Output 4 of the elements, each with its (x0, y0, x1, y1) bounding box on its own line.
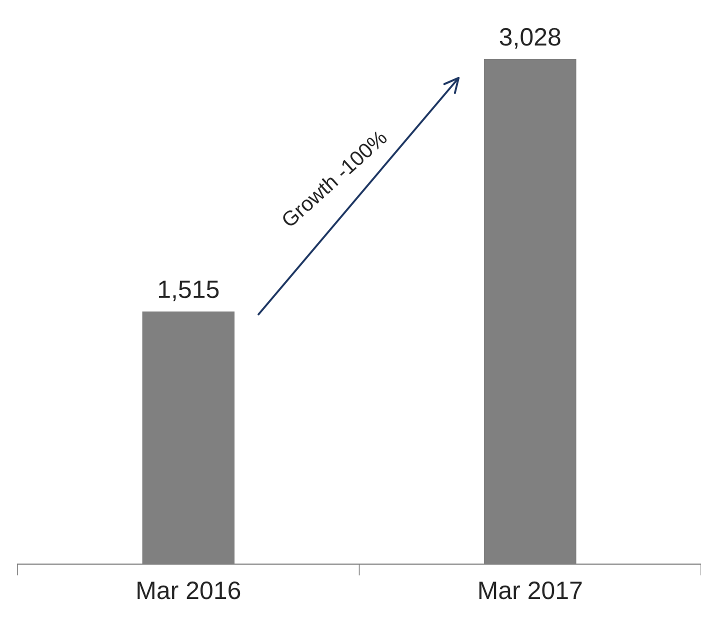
data-label: 1,515 (159, 280, 219, 302)
x-tick-label: Mar 2016 (138, 582, 240, 600)
data-label: 3,028 (500, 28, 560, 49)
x-tick-label: Mar 2017 (479, 582, 582, 600)
